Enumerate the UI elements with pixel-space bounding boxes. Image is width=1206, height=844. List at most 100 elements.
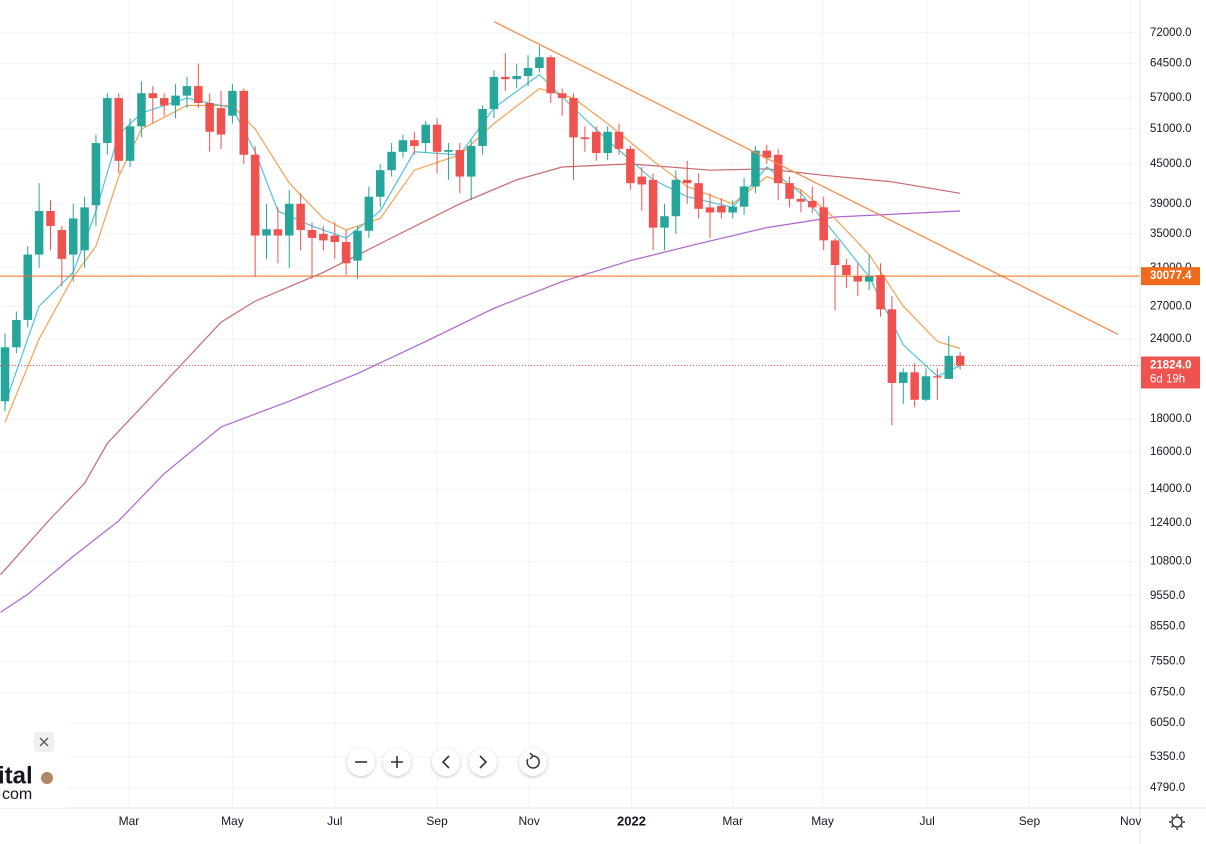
y-tick-label: 16000.0 [1150,446,1192,458]
candle-body [12,319,21,348]
hline-label-box [1141,267,1200,286]
y-tick-label: 18000.0 [1150,413,1192,425]
candle-body [637,176,647,185]
candle-body [592,131,601,153]
candle-body [68,218,78,255]
gear-icon [1171,816,1183,828]
y-tick-label: 12400.0 [1150,517,1192,529]
y-tick-label: 10800.0 [1150,556,1192,568]
candle-body [751,150,760,187]
candle-body [955,355,965,366]
candle-body [387,151,396,171]
y-tick-label: 57000.0 [1150,92,1192,104]
x-tick-label: May [221,814,244,828]
candle-body [864,275,874,282]
candle-body [353,230,362,261]
scroll-right-button[interactable] [469,748,497,776]
candle-body [205,102,214,132]
close-icon [39,737,49,747]
y-tick-label: 45000.0 [1150,158,1192,170]
y-tick-label: 35000.0 [1150,228,1192,240]
candle-body [148,93,158,99]
y-tick-label: 5350.0 [1150,751,1185,763]
candle-body [489,76,499,110]
candle-body [728,206,737,213]
y-tick-label: 51000.0 [1150,123,1192,135]
x-tick-label: Sep [1019,814,1041,828]
candle-body [375,170,385,197]
candle-body [660,216,669,228]
x-tick-label: Nov [1120,814,1141,828]
candle-body [830,240,840,266]
candle-body [796,198,806,202]
candle-body [785,183,794,199]
candle-body [535,57,544,68]
candle-body [773,154,783,184]
candle-body [603,131,612,153]
gear-teeth [1169,814,1185,830]
moving-average [0,210,961,613]
candle-body [171,95,180,106]
reset-button[interactable] [519,748,547,776]
x-tick-label: Jul [327,814,342,828]
candle-body [319,233,328,241]
trendline [493,21,1119,335]
candle-body [455,150,465,177]
left-icon [441,755,450,769]
candle-body [137,93,146,127]
candle-body [682,179,692,184]
candle-body [899,372,908,383]
candle-body [194,86,203,103]
candle-body [46,211,55,227]
zoom-controls [347,748,547,776]
candle-body [250,154,260,236]
candle-body [103,98,112,144]
watermark-text: ital [0,762,33,789]
x-tick-label: May [811,814,834,828]
candle-body [421,124,430,144]
candle-body [580,137,590,140]
candle-body [933,376,942,378]
candle-body [705,207,715,213]
candle-body [330,235,340,243]
candle-body [364,196,374,231]
candle-body [216,108,226,135]
candle-body [808,200,817,208]
watermark-panel [0,722,66,808]
y-tick-label: 72000.0 [1150,27,1192,39]
candle-body [557,93,567,99]
x-tick-label: 2022 [617,813,646,828]
candle-body [523,67,533,76]
candle-body [762,150,772,158]
reset-icon [526,752,540,769]
moving-average [0,163,961,576]
candle-body [159,98,169,106]
settings-button[interactable] [1169,814,1185,830]
candle-body [717,205,726,213]
watermark-dot [41,772,53,784]
candle-body [307,229,317,238]
candle-body [239,90,249,155]
watermark: ital com [0,722,66,808]
scroll-left-button[interactable] [432,748,460,776]
candle-body [262,229,271,236]
candle-body [501,76,510,80]
y-tick-label: 8550.0 [1150,621,1185,633]
candle-body [739,186,749,207]
candle-body [853,275,863,282]
candle-body [0,347,10,402]
last-price-box [1141,356,1200,389]
candle-body [671,179,681,217]
candle-body [512,75,521,80]
candle-body [398,140,408,152]
candle-body [228,90,237,116]
x-tick-label: Mar [119,814,140,828]
y-tick-label: 9550.0 [1150,590,1185,602]
hline-label: 30077.4 [1150,270,1192,282]
candle-body [23,254,33,320]
y-tick-label: 64500.0 [1150,58,1192,70]
candle-body [546,57,556,94]
candle-body [944,355,954,379]
